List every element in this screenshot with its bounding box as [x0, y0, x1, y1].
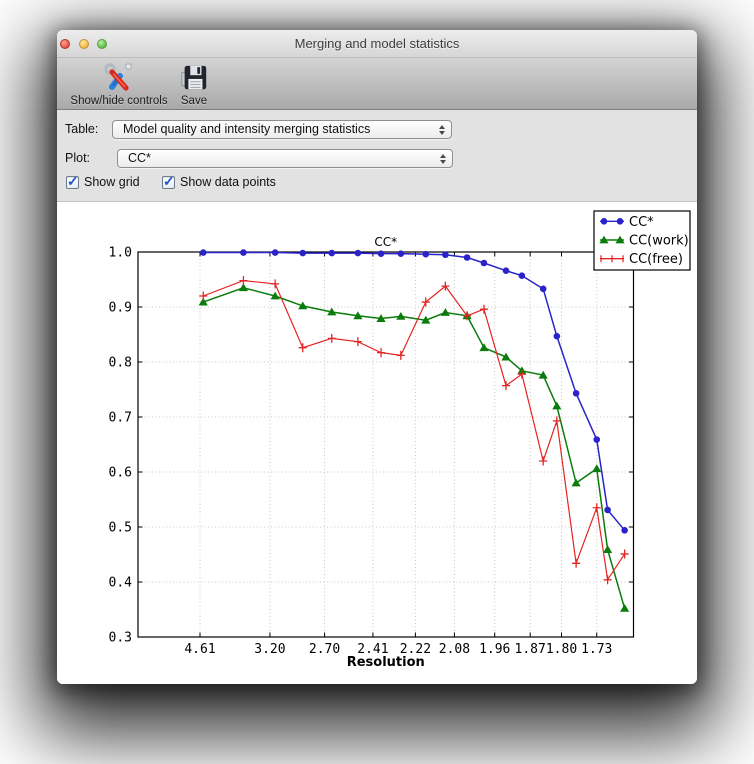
app-window: Merging and model statistics S — [57, 30, 697, 684]
svg-text:0.9: 0.9 — [109, 301, 132, 316]
stepper-icon — [439, 124, 445, 135]
window-title: Merging and model statistics — [294, 36, 460, 51]
table-select[interactable]: Model quality and intensity merging stat… — [112, 120, 452, 139]
svg-text:1.0: 1.0 — [109, 246, 132, 261]
title-bar: Merging and model statistics — [57, 30, 697, 58]
axes — [137, 251, 635, 638]
chart-title: CC* — [374, 235, 397, 249]
show-data-points-checkbox[interactable]: ✓ — [162, 173, 175, 189]
show-data-points-label: Show data points — [180, 175, 276, 189]
chart: 4.61 3.20 2.70 2.41 2.22 2.08 1.96 1.87 1.80 1.73… — [109, 210, 691, 670]
svg-text:0.8: 0.8 — [109, 356, 132, 371]
svg-text:0.4: 0.4 — [109, 576, 133, 591]
svg-text:CC*: CC* — [629, 215, 654, 230]
svg-text:1.80: 1.80 — [546, 642, 577, 657]
svg-text:CC(free): CC(free) — [629, 252, 683, 267]
svg-text:2.22: 2.22 — [400, 642, 431, 657]
controls-panel: Table: Model quality and intensity mergi… — [57, 110, 697, 202]
series-CC(free) — [199, 276, 629, 585]
plot-label: Plot: — [65, 151, 91, 165]
svg-text:1.87: 1.87 — [515, 642, 546, 657]
svg-text:2.70: 2.70 — [309, 642, 340, 657]
table-select-value: Model quality and intensity merging stat… — [123, 122, 371, 136]
chart-legend: CC* CC(work) CC(free) — [593, 210, 691, 271]
grid — [138, 251, 634, 638]
svg-text:0.6: 0.6 — [109, 466, 132, 481]
y-tick-labels: 1.0 0.9 0.8 0.7 0.6 0.5 0.4 0.3 — [109, 246, 133, 646]
svg-text:1.96: 1.96 — [479, 642, 510, 657]
tools-icon — [102, 60, 136, 95]
svg-text:2.08: 2.08 — [439, 642, 470, 657]
checkmark-icon: ✓ — [163, 173, 175, 189]
show-grid-checkbox[interactable]: ✓ — [66, 173, 79, 189]
series-CC* — [199, 249, 628, 534]
svg-text:0.3: 0.3 — [109, 631, 132, 646]
x-tick-labels: 4.61 3.20 2.70 2.41 2.22 2.08 1.96 1.87 1.80 1.73 — [184, 642, 612, 657]
checkmark-icon: ✓ — [67, 173, 79, 189]
plot-select-value: CC* — [128, 151, 151, 165]
table-label: Table: — [65, 122, 99, 136]
zoom-button[interactable] — [97, 39, 107, 49]
svg-text:2.41: 2.41 — [357, 642, 388, 657]
show-grid-label: Show grid — [84, 175, 140, 189]
svg-text:3.20: 3.20 — [254, 642, 285, 657]
save-label: Save — [180, 95, 208, 107]
svg-text:1.73: 1.73 — [581, 642, 612, 657]
toolbar: Show/hide controls Save — [57, 58, 697, 110]
x-axis-label: Resolution — [347, 655, 425, 670]
stepper-icon — [440, 153, 446, 164]
save-icon — [179, 60, 209, 95]
svg-text:CC(work): CC(work) — [629, 234, 689, 249]
svg-text:0.5: 0.5 — [109, 521, 132, 536]
series-CC(work) — [198, 283, 630, 612]
plot-select[interactable]: CC* — [117, 149, 453, 168]
svg-text:0.7: 0.7 — [109, 411, 132, 426]
save-button[interactable]: Save — [165, 59, 223, 108]
chart-figure: 4.61 3.20 2.70 2.41 2.22 2.08 1.96 1.87 1.80 1.73… — [57, 202, 697, 684]
show-hide-controls-label: Show/hide controls — [70, 95, 168, 107]
minimize-button[interactable] — [79, 39, 89, 49]
close-button[interactable] — [60, 39, 70, 49]
show-hide-controls-button[interactable]: Show/hide controls — [63, 59, 175, 108]
svg-text:4.61: 4.61 — [184, 642, 215, 657]
